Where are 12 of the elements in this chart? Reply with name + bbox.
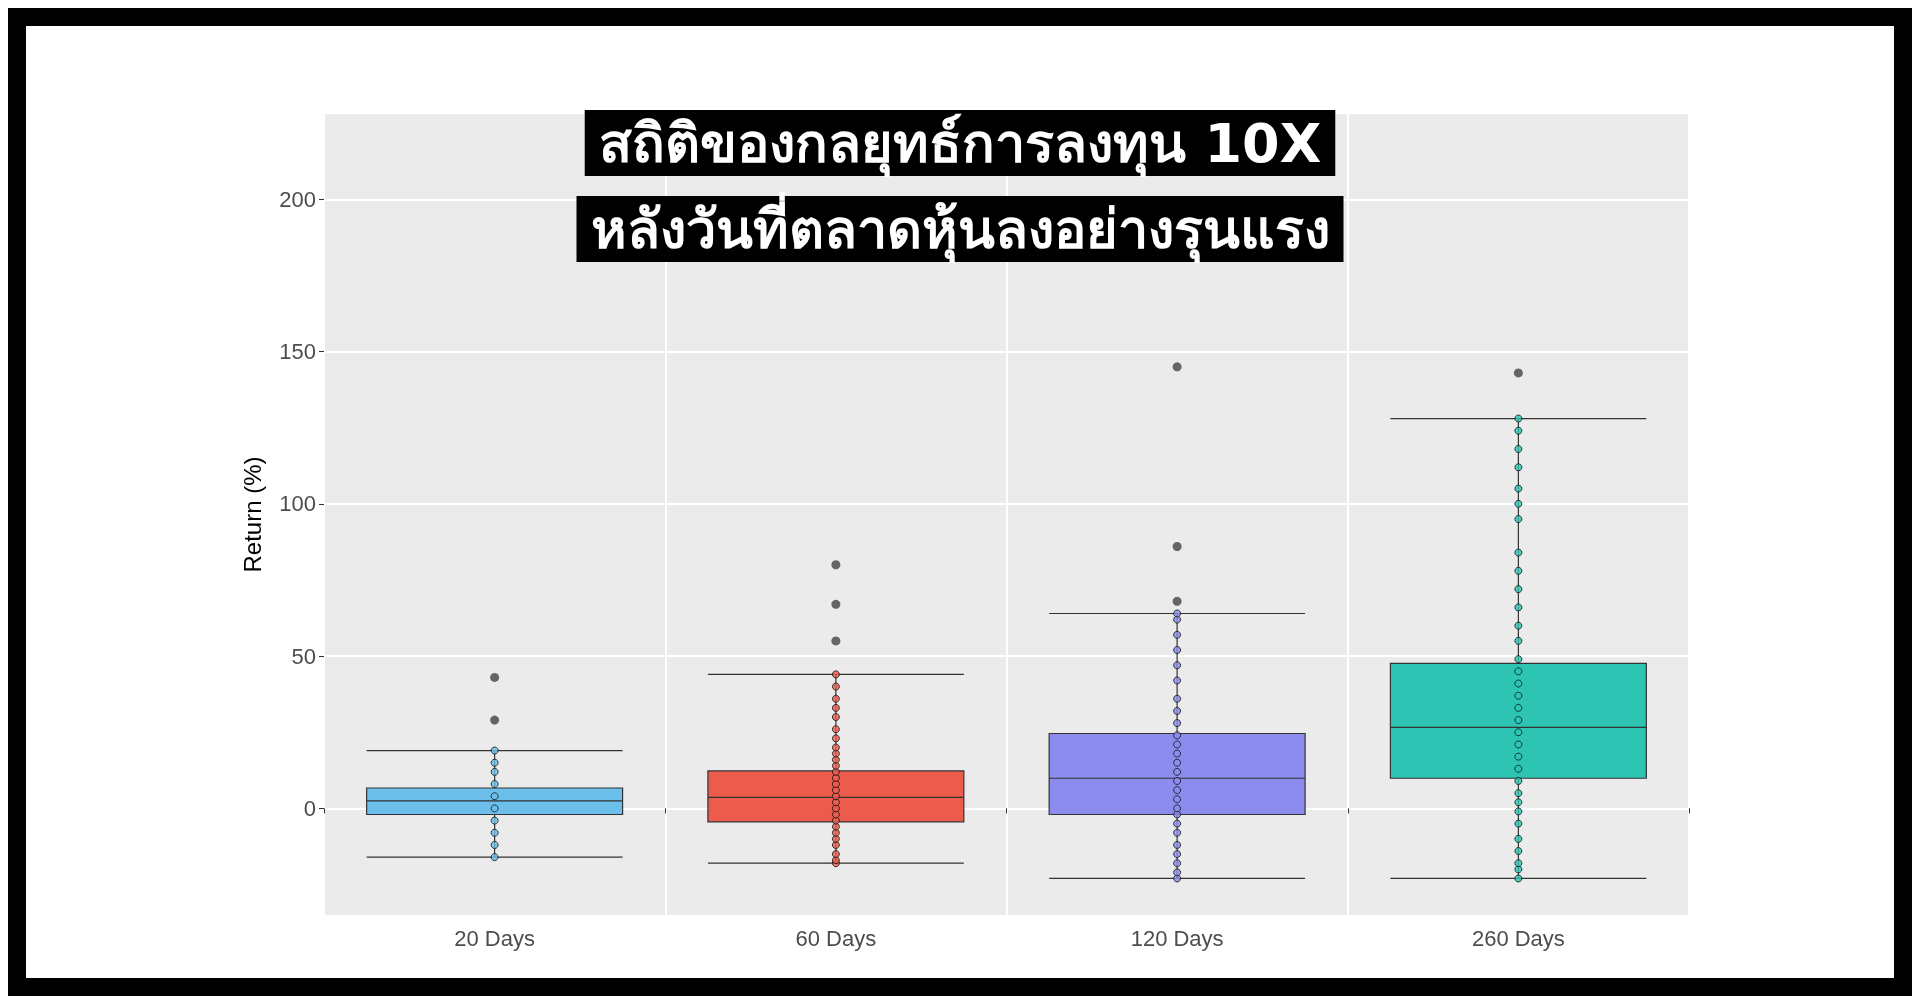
x-tick-label: 260 Days [1471,925,1565,951]
x-tick-label: 120 Days [1130,925,1224,951]
y-tick-label: 150 [279,339,316,365]
y-axis-title: Return (%) [238,456,266,573]
y-tick-label: 50 [291,643,316,669]
y-tick-label: 200 [279,186,316,212]
text: หลังวันที่ตลาดหุ้นลงอย่างรุนแรง [590,190,1330,264]
y-tick-label: 100 [279,491,316,517]
chart-title: สถิติของกลยุทธ์การลงทุน 10X [598,111,1322,178]
y-tick-label: 0 [303,795,316,821]
x-tick-label: 20 Days [454,925,535,951]
x-tick-label: 60 Days [795,925,877,951]
